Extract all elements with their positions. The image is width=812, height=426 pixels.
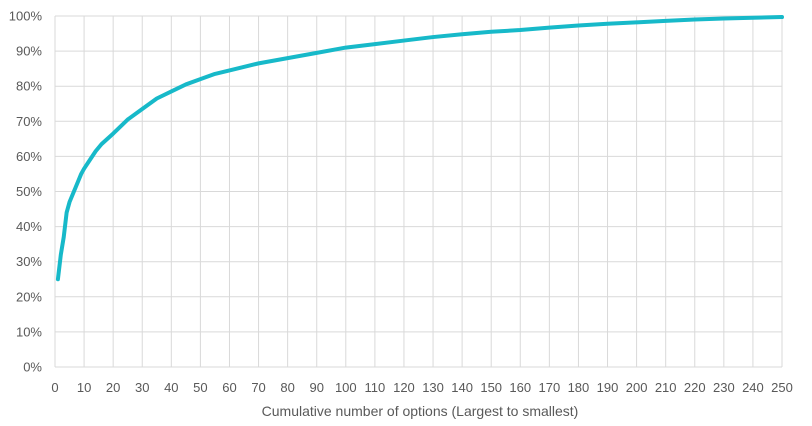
y-tick-label: 100% [9,9,43,24]
y-tick-label: 40% [16,219,42,234]
x-tick-label: 40 [164,380,178,395]
x-tick-label: 150 [480,380,502,395]
x-tick-label: 240 [742,380,764,395]
x-tick-label: 190 [597,380,619,395]
y-tick-label: 20% [16,289,42,304]
x-tick-label: 10 [77,380,91,395]
gridlines [54,15,783,368]
x-tick-label: 100 [335,380,357,395]
y-tick-label: 70% [16,114,42,129]
x-tick-label: 140 [451,380,473,395]
x-tick-label: 170 [539,380,561,395]
x-tick-label: 80 [280,380,294,395]
x-tick-label: 30 [135,380,149,395]
series-line [55,15,784,282]
x-tick-label: 50 [193,380,207,395]
y-tick-label: 80% [16,79,42,94]
x-tick-label: 250 [771,380,793,395]
x-axis-tick-labels: 0 10 20 30 40 50 60 70 80 90 100 110 120 130 140 150 160… [51,380,792,395]
x-tick-label: 220 [684,380,706,395]
y-tick-label: 60% [16,149,42,164]
x-tick-label: 20 [106,380,120,395]
x-tick-label: 160 [509,380,531,395]
x-tick-label: 230 [713,380,735,395]
x-tick-label: 70 [251,380,265,395]
x-tick-label: 130 [422,380,444,395]
y-tick-label: 30% [16,254,42,269]
x-tick-label: 0 [51,380,58,395]
x-tick-label: 90 [309,380,323,395]
x-axis-title: Cumulative number of options (Largest to… [262,403,579,419]
x-tick-label: 200 [626,380,648,395]
y-tick-label: 10% [16,324,42,339]
y-axis-tick-labels: 0% 10% 20% 30% 40% 50% 60% 70% 80% 90% 100% [9,9,43,375]
x-tick-label: 180 [568,380,590,395]
x-tick-label: 60 [222,380,236,395]
x-tick-label: 210 [655,380,677,395]
x-tick-label: 120 [393,380,415,395]
y-tick-label: 90% [16,44,42,59]
y-tick-label: 0% [23,360,42,375]
y-tick-label: 50% [16,184,42,199]
x-tick-label: 110 [365,380,386,395]
